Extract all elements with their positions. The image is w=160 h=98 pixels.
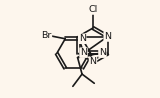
Text: N: N [89,58,96,67]
Text: N: N [104,32,111,41]
Text: N: N [99,48,106,57]
Text: Br: Br [41,31,51,40]
Text: N: N [79,34,86,43]
Text: Cl: Cl [88,5,98,14]
Text: N: N [80,48,87,57]
